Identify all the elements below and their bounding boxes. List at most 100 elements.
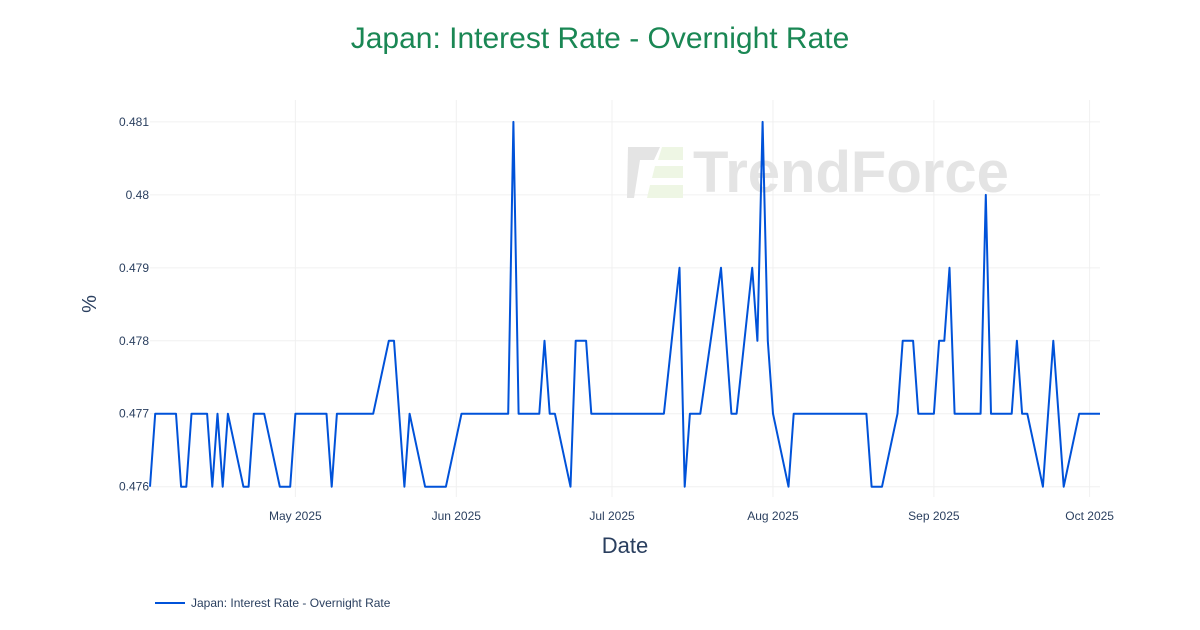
x-tick-label: May 2025 [269,509,322,523]
data-point[interactable] [661,411,667,417]
legend[interactable]: Japan: Interest Rate - Overnight Rate [155,596,390,610]
data-point[interactable] [547,411,553,417]
y-tick-label: 0.48 [126,188,150,202]
data-point[interactable] [510,119,516,125]
data-point[interactable] [786,484,792,490]
data-point[interactable] [329,484,335,490]
data-point[interactable] [189,411,195,417]
data-point[interactable] [978,411,984,417]
x-tick-label: Jul 2025 [589,509,635,523]
data-point[interactable] [240,484,246,490]
data-point[interactable] [401,484,407,490]
data-point[interactable] [900,338,906,344]
data-point[interactable] [1009,411,1015,417]
data-point[interactable] [1076,411,1082,417]
data-point[interactable] [1019,411,1025,417]
data-point[interactable] [209,484,215,490]
data-point[interactable] [749,265,755,271]
data-point[interactable] [552,411,558,417]
data-point[interactable] [988,411,994,417]
y-axis-title: % [79,295,101,313]
data-point[interactable] [1061,484,1067,490]
data-point[interactable] [687,411,693,417]
data-point[interactable] [728,411,734,417]
y-tick-label: 0.478 [119,334,149,348]
data-point[interactable] [983,192,989,198]
y-tick-label: 0.476 [119,480,149,494]
legend-label: Japan: Interest Rate - Overnight Rate [191,596,391,610]
data-point[interactable] [770,411,776,417]
series-line [149,120,1100,488]
data-point[interactable] [324,411,330,417]
data-point[interactable] [204,411,210,417]
y-tick-label: 0.481 [119,115,149,129]
y-tick-label: 0.479 [119,261,149,275]
data-point[interactable] [682,484,688,490]
data-point[interactable] [931,411,937,417]
data-point[interactable] [1040,484,1046,490]
data-point[interactable] [152,411,158,417]
data-point[interactable] [391,338,397,344]
data-point[interactable] [251,411,257,417]
data-point[interactable] [334,411,340,417]
data-point[interactable] [791,411,797,417]
data-point[interactable] [677,265,683,271]
data-point[interactable] [936,338,942,344]
x-tick-label: Aug 2025 [747,509,799,523]
data-point[interactable] [863,411,869,417]
data-point[interactable] [952,411,958,417]
watermark-text: TrendForce [693,140,1009,205]
data-point[interactable] [458,411,464,417]
data-point[interactable] [588,411,594,417]
data-point[interactable] [505,411,511,417]
data-point[interactable] [225,411,231,417]
data-point[interactable] [147,484,153,490]
data-point[interactable] [370,411,376,417]
data-point[interactable] [718,265,724,271]
legend-swatch [155,602,185,604]
data-point[interactable] [869,484,875,490]
data-point[interactable] [1097,411,1103,417]
data-point[interactable] [915,411,921,417]
trendforce-watermark: TrendForce [627,140,1009,205]
data-point[interactable] [1024,411,1030,417]
data-point[interactable] [173,411,179,417]
data-point[interactable] [277,484,283,490]
data-point[interactable] [292,411,298,417]
x-tick-label: Sep 2025 [908,509,960,523]
data-point[interactable] [542,338,548,344]
data-point[interactable] [220,484,226,490]
data-point[interactable] [765,338,771,344]
data-point[interactable] [214,411,220,417]
data-point[interactable] [246,484,252,490]
x-tick-label: Jun 2025 [432,509,482,523]
data-point[interactable] [1014,338,1020,344]
data-point[interactable] [386,338,392,344]
data-point[interactable] [754,338,760,344]
data-point[interactable] [178,484,184,490]
data-point[interactable] [422,484,428,490]
data-point[interactable] [583,338,589,344]
x-axis-title: Date [602,533,648,558]
data-point[interactable] [910,338,916,344]
data-point[interactable] [567,484,573,490]
data-point[interactable] [573,338,579,344]
data-point[interactable] [946,265,952,271]
data-point[interactable] [1050,338,1056,344]
data-point[interactable] [941,338,947,344]
data-point[interactable] [516,411,522,417]
data-point[interactable] [287,484,293,490]
data-point[interactable] [183,484,189,490]
data-point[interactable] [261,411,267,417]
data-point[interactable] [697,411,703,417]
data-point[interactable] [879,484,885,490]
data-point[interactable] [760,119,766,125]
data-point[interactable] [407,411,413,417]
data-point[interactable] [895,411,901,417]
data-point[interactable] [443,484,449,490]
y-tick-label: 0.477 [119,407,149,421]
data-point[interactable] [734,411,740,417]
data-point[interactable] [536,411,542,417]
